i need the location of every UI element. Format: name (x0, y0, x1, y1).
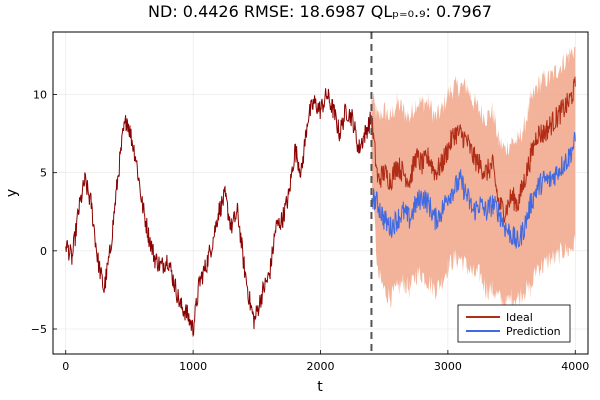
prediction-interval (371, 46, 576, 316)
history-line (65, 88, 372, 338)
x-tick-label: 0 (62, 360, 69, 373)
x-tick-label: 4000 (561, 360, 589, 373)
legend-label-ideal: Ideal (506, 311, 533, 324)
legend-label-prediction: Prediction (506, 325, 561, 338)
y-tick-label: −5 (31, 323, 47, 336)
legend-box (457, 304, 571, 343)
series-line-ideal (371, 76, 576, 223)
series-line-prediction (371, 131, 576, 249)
x-tick-label: 3000 (434, 360, 462, 373)
series-lines (65, 76, 576, 338)
chart-title: ND: 0.4426 RMSE: 18.6987 QLₚ₌₀.₉: 0.7967 (148, 2, 492, 21)
y-ticks: −5 0 5 10 (31, 89, 57, 336)
y-tick-label: 5 (40, 167, 47, 180)
y-axis-label: y (4, 189, 20, 197)
x-ticks: 0 1000 2000 3000 4000 (62, 350, 589, 373)
y-tick-label: 0 (40, 245, 47, 258)
x-axis-label: t (317, 379, 323, 395)
y-tick-label: 10 (33, 89, 47, 102)
interval-band (371, 46, 576, 316)
x-tick-label: 1000 (179, 360, 207, 373)
legend: Ideal Prediction (457, 304, 571, 343)
x-tick-label: 2000 (307, 360, 335, 373)
